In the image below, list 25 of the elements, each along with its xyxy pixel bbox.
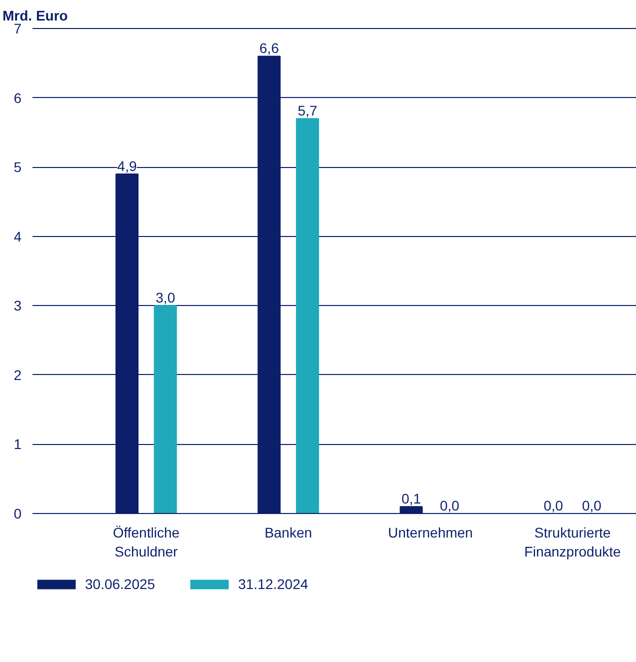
legend-label: 31.12.2024 bbox=[238, 576, 308, 592]
x-tick-label: Unternehmen bbox=[388, 524, 473, 540]
y-tick-label: 7 bbox=[14, 20, 22, 36]
data-label: 0,0 bbox=[440, 498, 460, 514]
data-label: 0,0 bbox=[582, 498, 602, 514]
data-label: 3,0 bbox=[156, 290, 176, 306]
x-tick-label: Öffentliche Schuldner bbox=[112, 524, 180, 560]
y-axis-title: Mrd. Euro bbox=[2, 8, 68, 24]
data-label: 4,9 bbox=[117, 158, 137, 174]
y-tick-label: 3 bbox=[14, 298, 22, 314]
bar bbox=[154, 305, 177, 514]
y-tick-label: 0 bbox=[14, 506, 22, 522]
x-tick-label: Banken bbox=[264, 524, 312, 540]
legend-label: 30.06.2025 bbox=[85, 576, 156, 592]
y-tick-label: 1 bbox=[14, 436, 22, 452]
y-tick-label: 4 bbox=[14, 228, 22, 244]
data-label: 5,7 bbox=[298, 102, 318, 119]
x-tick-label: Strukturierte Finanzprodukte bbox=[524, 524, 622, 560]
y-tick-label: 6 bbox=[14, 90, 22, 106]
y-tick-label: 5 bbox=[14, 159, 22, 176]
bar bbox=[296, 118, 320, 514]
data-label: 6,6 bbox=[259, 40, 280, 56]
data-label: 0,1 bbox=[402, 490, 422, 507]
y-tick-label: 2 bbox=[14, 366, 22, 383]
data-label: 0,0 bbox=[544, 498, 564, 514]
